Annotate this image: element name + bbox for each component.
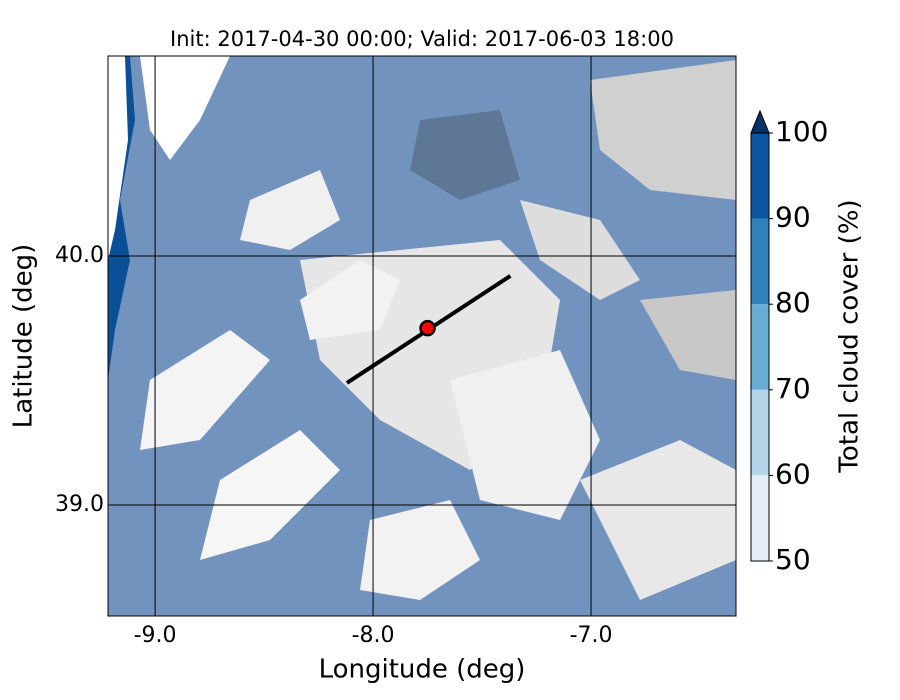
- colorbar-tick-label: 100: [775, 115, 828, 148]
- section-midpoint: [419, 319, 436, 337]
- colorbar-segment: [751, 389, 769, 476]
- y-tick-label: 40.0: [55, 243, 104, 268]
- x-tick-label: -7.0: [570, 623, 613, 648]
- colorbar-segment: [751, 133, 769, 219]
- y-axis-label: Latitude (deg): [9, 244, 39, 429]
- x-tick-label: -9.0: [134, 623, 177, 648]
- y-tick-label: 39.0: [55, 492, 104, 517]
- colorbar-segment: [751, 304, 769, 390]
- x-axis-label: Longitude (deg): [319, 655, 526, 685]
- colorbar-frame: [750, 132, 770, 562]
- colorbar-tick-label: 50: [775, 543, 811, 576]
- colorbar-tick-label: 70: [775, 372, 811, 405]
- x-tick-label: -8.0: [352, 623, 395, 648]
- colorbar-segment: [751, 475, 769, 561]
- colorbar-tick-label: 90: [775, 201, 811, 234]
- colorbar-segment: [751, 218, 769, 305]
- plot-frame: [107, 55, 737, 617]
- chart-title: Init: 2017-04-30 00:00; Valid: 2017-06-0…: [170, 27, 674, 51]
- colorbar-extend: [750, 109, 770, 134]
- colorbar-tick-label: 60: [775, 457, 811, 490]
- map-background: [108, 56, 736, 616]
- colorbar-tick-label: 80: [775, 286, 811, 319]
- colorbar-label: Total cloud cover (%): [835, 199, 865, 473]
